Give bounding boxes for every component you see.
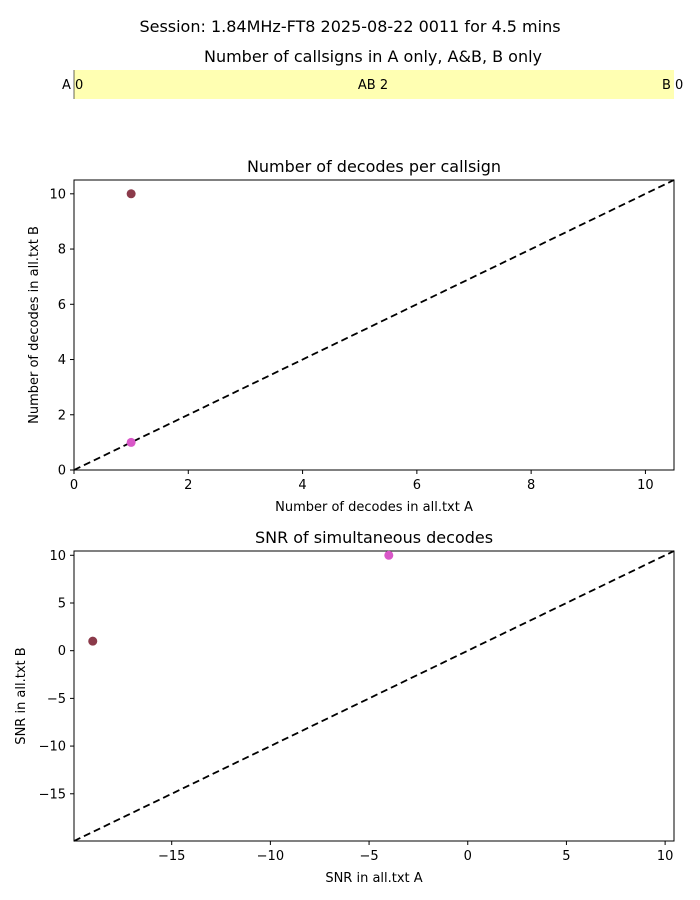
decodes-point xyxy=(126,437,136,447)
snr-diagonal xyxy=(73,550,675,842)
snr-panel: SNR of simultaneous decodes −15 −10 −5 0 5 10… xyxy=(14,528,675,886)
snr-panel-title: SNR of simultaneous decodes xyxy=(255,528,493,547)
snr-ytick-label: 0 xyxy=(58,644,66,659)
decodes-xtick-label: 4 xyxy=(298,478,306,493)
decodes-xtick-label: 6 xyxy=(413,478,421,493)
decodes-point xyxy=(126,189,136,199)
snr-ytick-label: −15 xyxy=(39,787,66,802)
snr-xtick-label: 0 xyxy=(464,849,472,864)
decodes-xtick-label: 0 xyxy=(70,478,78,493)
snr-axis-ticks: −15 −10 −5 0 5 10 −15 −10 −5 0 5 10 xyxy=(39,549,674,864)
decodes-xtick-label: 8 xyxy=(527,478,535,493)
snr-ytick-label: −5 xyxy=(47,692,66,707)
segment-label-ab: AB 2 xyxy=(358,78,388,93)
snr-ytick-label: 10 xyxy=(49,549,66,564)
decodes-diagonal xyxy=(73,179,675,471)
decodes-xlabel: Number of decodes in all.txt A xyxy=(275,500,473,515)
snr-xtick-label: −15 xyxy=(158,849,185,864)
snr-points xyxy=(88,550,394,646)
callsign-count-title: Number of callsigns in A only, A&B, B on… xyxy=(204,47,542,66)
decodes-ytick-label: 8 xyxy=(58,243,66,258)
snr-point xyxy=(384,550,394,560)
decodes-ytick-label: 2 xyxy=(58,408,66,423)
segment-label-b: B 0 xyxy=(662,78,683,93)
decodes-ytick-label: 6 xyxy=(58,298,66,313)
decodes-ytick-label: 4 xyxy=(58,353,66,368)
snr-xlabel: SNR in all.txt A xyxy=(325,871,422,886)
figure-suptitle: Session: 1.84MHz-FT8 2025-08-22 0011 for… xyxy=(139,17,560,36)
snr-ytick-label: 5 xyxy=(58,596,66,611)
decodes-axis-ticks: 0 2 4 6 8 10 0 2 4 6 8 10 xyxy=(49,187,653,493)
decodes-xtick-label: 2 xyxy=(184,478,192,493)
decodes-panel-title: Number of decodes per callsign xyxy=(247,157,501,176)
callsign-count-panel: Number of callsigns in A only, A&B, B on… xyxy=(62,47,683,99)
snr-xtick-label: 10 xyxy=(657,849,674,864)
snr-point xyxy=(88,636,98,646)
decodes-ylabel: Number of decodes in all.txt B xyxy=(27,226,42,424)
decodes-ytick-label: 0 xyxy=(58,464,66,479)
snr-xtick-label: 5 xyxy=(562,849,570,864)
decodes-points xyxy=(126,189,136,447)
callsign-count-bar xyxy=(74,70,674,99)
snr-ylabel: SNR in all.txt B xyxy=(14,647,29,744)
snr-xtick-label: −5 xyxy=(359,849,378,864)
snr-ytick-label: −10 xyxy=(39,740,66,755)
segment-label-a: A 0 xyxy=(62,78,83,93)
decodes-panel: Number of decodes per callsign 0 2 4 6 8 10 0 2… xyxy=(27,157,675,515)
decodes-ytick-label: 10 xyxy=(49,187,66,202)
decodes-xtick-label: 10 xyxy=(637,478,654,493)
snr-xtick-label: −10 xyxy=(257,849,284,864)
